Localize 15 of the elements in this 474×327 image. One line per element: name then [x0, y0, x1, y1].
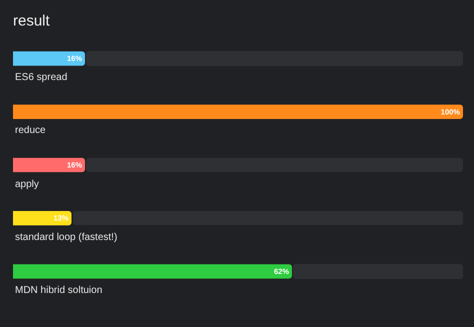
- chart-title: result: [13, 12, 51, 30]
- bar: [13, 211, 72, 226]
- bar: [13, 158, 85, 172]
- y-tick-label: standard loop (fastest!): [15, 232, 118, 243]
- y-tick-label: reduce: [15, 125, 46, 136]
- data-label: 62%: [274, 266, 290, 276]
- y-tick-label: apply: [15, 179, 39, 190]
- bar: [13, 104, 463, 119]
- data-label: 16%: [66, 160, 82, 170]
- y-tick-label: MDN hibrid soltuion: [15, 285, 102, 296]
- y-tick-label: ES6 spread: [15, 72, 68, 83]
- data-label: 16%: [66, 54, 82, 64]
- bar: [13, 51, 85, 66]
- data-label: 13%: [53, 214, 69, 223]
- data-label: 100%: [440, 107, 460, 116]
